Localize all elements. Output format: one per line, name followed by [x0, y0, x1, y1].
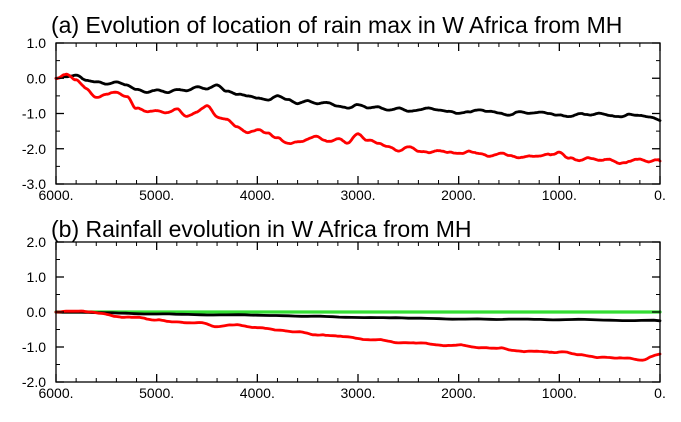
panel-b-ytick-label: -1.0: [22, 339, 46, 355]
panel-a-xtick-label: 3000.: [340, 187, 375, 203]
panel-b-xtick-label: 0.: [654, 385, 666, 401]
panel-b-xtick-label: 1000.: [542, 385, 577, 401]
panel-b-xtick-label: 2000.: [441, 385, 476, 401]
panel-a-ytick-label: -3.0: [22, 176, 46, 192]
panel-b-xtick-label: 5000.: [139, 385, 174, 401]
panel-b-ytick-label: 2.0: [27, 234, 47, 250]
panel-a-xtick-label: 1000.: [542, 187, 577, 203]
panel-a-ytick-label: -2.0: [22, 141, 46, 157]
panel-b-title: (b) Rainfall evolution in W Africa from …: [51, 216, 472, 242]
panel-b-series-black-line: [54, 310, 662, 323]
panel-b-ytick-label: 0.0: [27, 304, 47, 320]
panel-a-xtick-label: 5000.: [139, 187, 174, 203]
panel-b-ytick-label: 1.0: [27, 269, 47, 285]
panel-a-ytick-label: 0.0: [27, 70, 47, 86]
panel-b-series-red-line: [54, 309, 662, 362]
panel-b-xtick-label: 6000.: [38, 385, 73, 401]
panel-a-xtick-label: 4000.: [240, 187, 275, 203]
panel-b-ytick-label: -2.0: [22, 374, 46, 390]
panel-a-frame: [55, 42, 661, 185]
panel-a: (a) Evolution of location of rain max in…: [22, 12, 666, 203]
panel-b-xtick-label: 4000.: [240, 385, 275, 401]
panel-a-xtick-label: 0.: [654, 187, 666, 203]
panel-a-xtick-label: 6000.: [38, 187, 73, 203]
panel-a-xtick-label: 2000.: [441, 187, 476, 203]
panel-a-ytick-label: 1.0: [27, 35, 47, 51]
panel-a-ytick-label: -1.0: [22, 106, 46, 122]
panel-a-series-black-line: [54, 73, 662, 122]
panel-b-frame: [55, 241, 661, 383]
panel-b-xtick-label: 3000.: [340, 385, 375, 401]
panel-a-title: (a) Evolution of location of rain max in…: [51, 12, 622, 38]
panel-a-series-red-line: [54, 72, 662, 166]
panel-b: (b) Rainfall evolution in W Africa from …: [22, 216, 666, 401]
